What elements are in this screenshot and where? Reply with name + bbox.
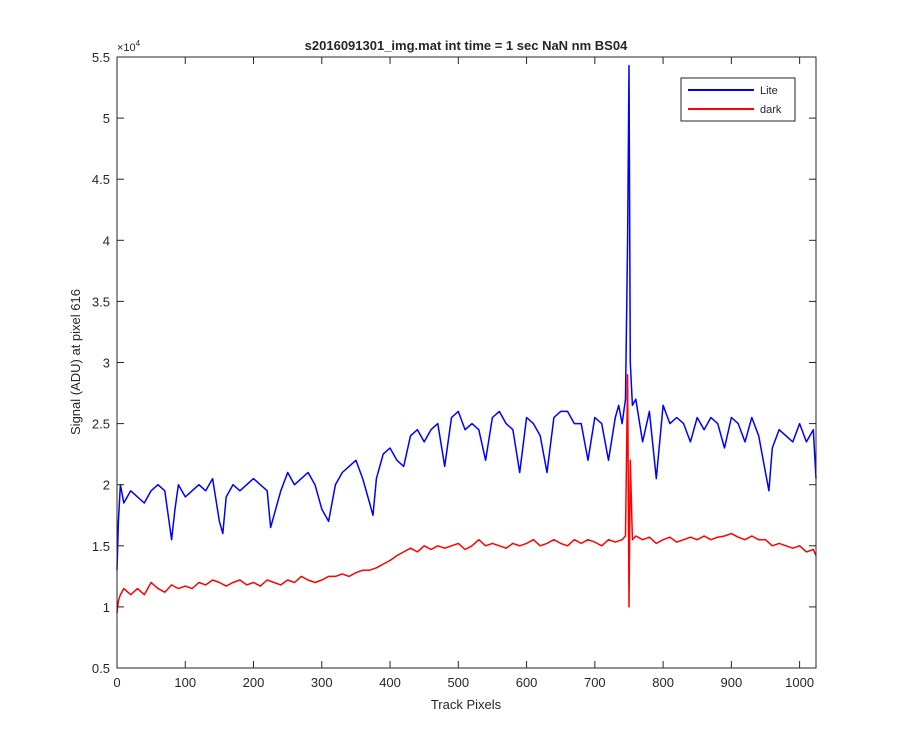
y-tick-label: 2 [103,478,110,493]
series-line-dark [116,373,817,614]
y-tick-label: 3.5 [92,294,110,309]
y-axis-exponent-base: ×10 [117,42,136,54]
y-tick-label: 5.5 [92,50,110,65]
plot-area [117,57,816,668]
legend-label-lite: Lite [760,85,778,97]
legend-box [680,77,796,122]
y-tick-label: 0.5 [92,661,110,676]
x-axis-ticks: 0 100 200 300 400 500 600 700 800 900 1000 [113,57,814,690]
x-tick-label: 300 [311,675,333,690]
x-axis-label: Track Pixels [431,697,502,712]
y-tick-label: 2.5 [92,417,110,432]
y-axis-ticks: 0.5 1 1.5 2 2.5 3 3.5 4 4.5 5 5.5 [92,50,816,676]
y-tick-label: 1 [103,600,110,615]
x-tick-label: 400 [379,675,401,690]
x-tick-label: 800 [652,675,674,690]
chart-title: s2016091301_img.mat int time = 1 sec NaN… [305,38,628,53]
y-tick-label: 3 [103,356,110,371]
y-tick-label: 1.5 [92,539,110,554]
x-tick-label: 200 [243,675,265,690]
y-axis-exponent: ×104 [117,39,141,54]
y-tick-label: 5 [103,111,110,126]
legend-label-dark: dark [760,104,782,116]
x-tick-label: 1000 [785,675,814,690]
series-line-lite [116,64,817,571]
legend: Lite dark [680,77,796,122]
y-axis-label: Signal (ADU) at pixel 616 [68,289,83,435]
y-axis-exponent-power: 4 [136,39,141,48]
y-tick-label: 4.5 [92,172,110,187]
x-tick-label: 100 [174,675,196,690]
x-tick-label: 900 [721,675,743,690]
x-tick-label: 700 [584,675,606,690]
x-tick-label: 600 [516,675,538,690]
x-tick-label: 500 [447,675,469,690]
y-tick-label: 4 [103,233,110,248]
series-layer [116,64,817,614]
x-tick-label: 0 [113,675,120,690]
